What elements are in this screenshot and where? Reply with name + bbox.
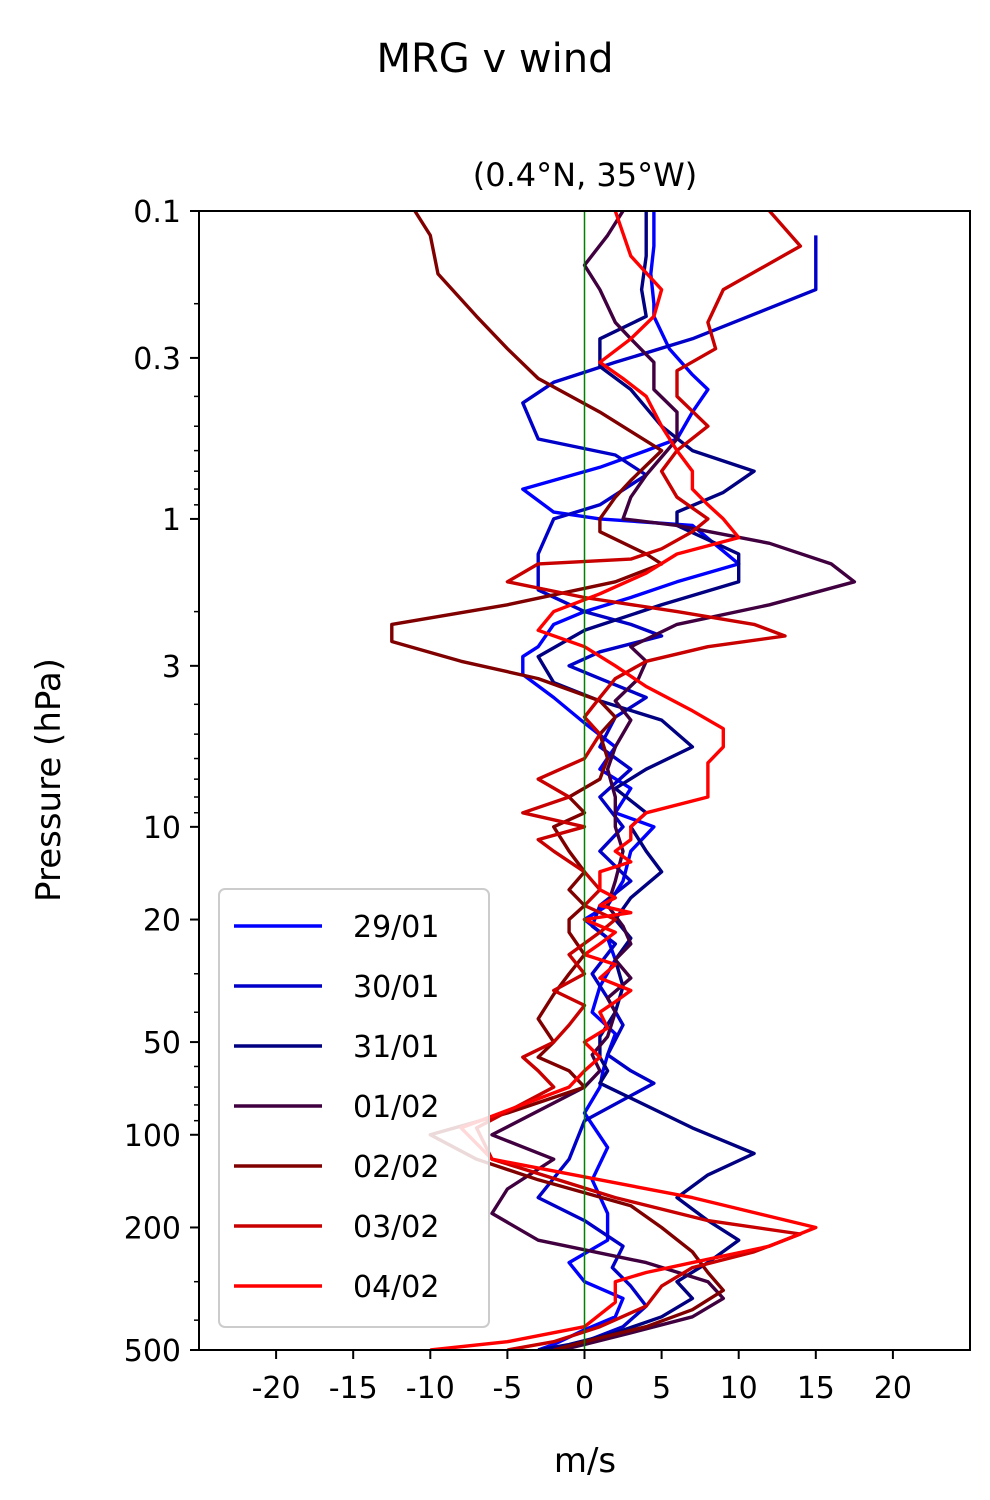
y-tick-label: 20 bbox=[143, 904, 181, 939]
legend: 29/01 30/01 31/01 01/02 02/02 03/02 04/02 bbox=[218, 888, 490, 1328]
legend-items: 29/01 30/01 31/01 01/02 02/02 03/02 04/02 bbox=[234, 910, 439, 1305]
x-tick-label: -20 bbox=[252, 1371, 301, 1406]
x-axis-label: m/s bbox=[554, 1441, 616, 1481]
y-tick-label: 500 bbox=[124, 1334, 181, 1369]
y-tick-label: 0.1 bbox=[133, 195, 181, 230]
y-tick-label: 200 bbox=[124, 1211, 181, 1246]
y-tick-label: 100 bbox=[124, 1119, 181, 1154]
legend-frame bbox=[218, 888, 490, 1328]
y-tick-label: 10 bbox=[143, 811, 181, 846]
y-tick-label: 1 bbox=[162, 503, 181, 538]
legend-label: 31/01 bbox=[353, 1030, 439, 1065]
x-tick-label: 5 bbox=[652, 1371, 671, 1406]
y-axis-minor-ticks bbox=[194, 302, 199, 1321]
y-axis-label: Pressure (hPa) bbox=[29, 658, 69, 902]
y-tick-label: 50 bbox=[143, 1026, 181, 1061]
y-tick-label: 0.3 bbox=[133, 342, 181, 377]
x-tick-label: 20 bbox=[874, 1371, 912, 1406]
legend-label: 29/01 bbox=[353, 910, 439, 945]
y-tick-label: 3 bbox=[162, 650, 181, 685]
plot-area bbox=[198, 210, 971, 1351]
series-layer bbox=[390, 211, 857, 1350]
series-line-31-01 bbox=[536, 211, 756, 1350]
legend-label: 03/02 bbox=[353, 1210, 439, 1245]
x-tick-label: 15 bbox=[797, 1371, 835, 1406]
x-tick-label: -5 bbox=[492, 1371, 522, 1406]
figure-suptitle: MRG v wind bbox=[377, 36, 614, 82]
chart-title: (0.4°N, 35°W) bbox=[473, 156, 698, 194]
series-line-03-02 bbox=[474, 211, 803, 1350]
x-tick-label: 0 bbox=[575, 1371, 594, 1406]
legend-label: 04/02 bbox=[353, 1270, 439, 1305]
legend-label: 02/02 bbox=[353, 1150, 439, 1185]
x-axis-ticks: -20 -15 -10 -5 0 5 10 15 20 bbox=[252, 1350, 912, 1406]
series-line-02-02 bbox=[390, 211, 725, 1350]
y-axis-ticks: 0.1 0.3 1 3 10 20 50 100 200 500 bbox=[124, 195, 199, 1369]
legend-label: 01/02 bbox=[353, 1090, 439, 1125]
series-line-01-02 bbox=[490, 211, 857, 1350]
legend-label: 30/01 bbox=[353, 970, 439, 1005]
x-tick-label: -15 bbox=[329, 1371, 378, 1406]
x-tick-label: 10 bbox=[720, 1371, 758, 1406]
x-tick-label: -10 bbox=[406, 1371, 455, 1406]
series-line-30-01 bbox=[521, 235, 818, 1350]
